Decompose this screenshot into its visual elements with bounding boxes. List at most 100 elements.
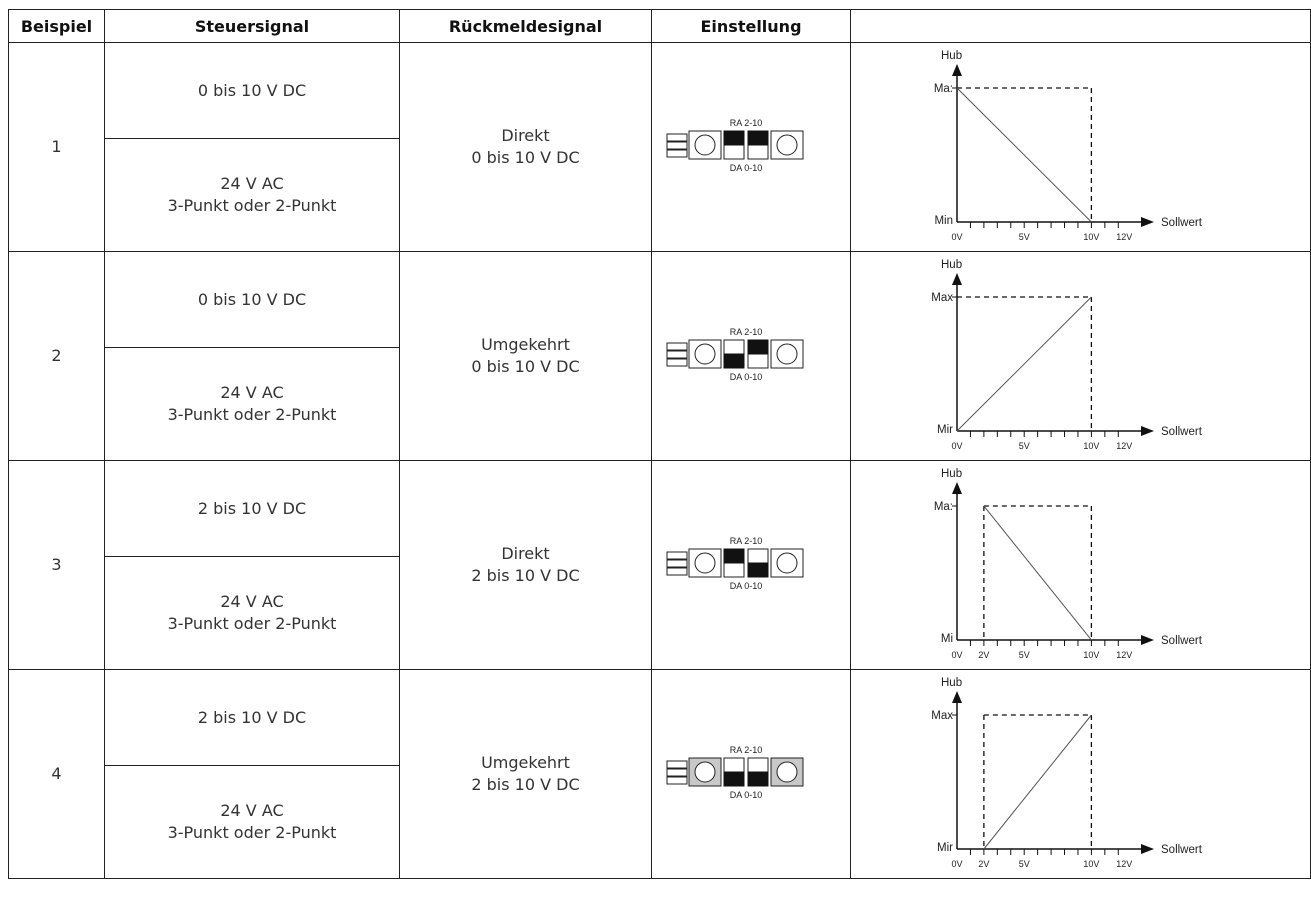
table-row: 24 V AC 3-Punkt oder 2-Punkt bbox=[9, 765, 1311, 879]
terminal-pin-icon bbox=[666, 342, 688, 351]
stroke-chart: Hub Sollwert Max Mir 0V 2V 5V 10V 12V bbox=[931, 677, 1202, 869]
y-axis-arrow-icon bbox=[952, 482, 962, 494]
switch-lever bbox=[747, 339, 769, 355]
table-row: 24 V AC 3-Punkt oder 2-Punkt bbox=[9, 347, 1311, 461]
x-axis-label: Sollwert bbox=[1161, 217, 1203, 229]
switch-label-bottom: DA 0-10 bbox=[730, 372, 763, 382]
y-tick-label-max: Max bbox=[931, 292, 953, 304]
switch-lever bbox=[747, 771, 769, 787]
feedback-signal: Direkt 2 bis 10 V DC bbox=[399, 460, 652, 670]
terminal-pin-icon bbox=[666, 133, 688, 142]
switch-lever bbox=[747, 562, 769, 578]
y-tick-label-min: Mir bbox=[937, 842, 953, 854]
dip-switch-diagram: RA 2-10 DA 0-10 bbox=[666, 745, 804, 800]
header-example: Beispiel bbox=[8, 9, 105, 43]
dip-switch-1 bbox=[723, 757, 745, 787]
x-tick-label: 10V bbox=[1083, 650, 1099, 660]
potentiometer-knob-icon bbox=[776, 343, 798, 365]
switch-label-top: RA 2-10 bbox=[730, 327, 763, 337]
y-tick-label-max: Ma: bbox=[934, 501, 953, 513]
x-axis-arrow-icon bbox=[1141, 844, 1154, 854]
switch-setting: RA 2-10 DA 0-10 bbox=[651, 669, 851, 879]
example-number: 4 bbox=[8, 669, 105, 879]
header-feedback-signal: Rückmeldesignal bbox=[399, 9, 652, 43]
switch-lever bbox=[723, 130, 745, 146]
y-tick-label-min: Mir bbox=[937, 424, 953, 436]
switch-lever bbox=[723, 353, 745, 369]
x-axis-arrow-icon bbox=[1141, 635, 1154, 645]
x-tick-label: 0V bbox=[951, 859, 962, 869]
x-tick-label: 5V bbox=[1019, 650, 1030, 660]
control-signal-dc: 0 bis 10 V DC bbox=[104, 251, 400, 348]
header-setting: Einstellung bbox=[651, 9, 851, 43]
y-tick-label-max: Max bbox=[931, 710, 953, 722]
control-signal-ac: 24 V AC 3-Punkt oder 2-Punkt bbox=[104, 765, 400, 879]
terminal-pin-icon bbox=[666, 350, 688, 359]
stroke-chart: Hub Sollwert Ma: Min 0V 5V 10V 12V bbox=[934, 50, 1203, 242]
y-tick-label-min: Mi bbox=[941, 633, 953, 645]
potentiometer-knob-icon bbox=[776, 134, 798, 156]
y-axis-label: Hub bbox=[941, 468, 962, 480]
x-tick-label: 12V bbox=[1116, 441, 1132, 451]
terminal-pin-icon bbox=[666, 776, 688, 785]
switch-label-top: RA 2-10 bbox=[730, 745, 763, 755]
switch-lever bbox=[747, 130, 769, 146]
dip-switch-diagram: RA 2-10 DA 0-10 bbox=[666, 327, 804, 382]
terminal-pin-icon bbox=[666, 768, 688, 777]
x-axis-arrow-icon bbox=[1141, 217, 1154, 227]
control-signal-ac: 24 V AC 3-Punkt oder 2-Punkt bbox=[104, 556, 400, 670]
example-number: 1 bbox=[8, 42, 105, 252]
terminal-pin-icon bbox=[666, 358, 688, 367]
y-axis-label: Hub bbox=[941, 677, 962, 689]
control-signal-dc: 2 bis 10 V DC bbox=[104, 460, 400, 557]
potentiometer-knob-icon bbox=[694, 343, 716, 365]
stroke-chart: Hub Sollwert Max Mir 0V 5V 10V 12V bbox=[931, 259, 1202, 451]
x-tick-label: 0V bbox=[951, 441, 962, 451]
potentiometer-knob-icon bbox=[776, 761, 798, 783]
feedback-signal: Umgekehrt 2 bis 10 V DC bbox=[399, 669, 652, 879]
switch-label-bottom: DA 0-10 bbox=[730, 581, 763, 591]
terminal-pin-icon bbox=[666, 559, 688, 568]
stroke-chart-cell: Hub Sollwert Ma: Mi 0V 2V 5V 10V 12V bbox=[850, 460, 1311, 670]
stroke-chart-cell: Hub Sollwert Max Mir 0V 5V 10V 12V bbox=[850, 251, 1311, 461]
stroke-chart: Hub Sollwert Ma: Mi 0V 2V 5V 10V 12V bbox=[934, 468, 1203, 660]
potentiometer-knob-icon bbox=[776, 552, 798, 574]
stroke-chart-cell: Hub Sollwert Max Mir 0V 2V 5V 10V 12V bbox=[850, 669, 1311, 879]
switch-label-bottom: DA 0-10 bbox=[730, 163, 763, 173]
switch-setting: RA 2-10 DA 0-10 bbox=[651, 42, 851, 252]
header-row: Beispiel Steuersignal Rückmeldesignal Ei… bbox=[8, 9, 1311, 43]
y-axis-arrow-icon bbox=[952, 273, 962, 285]
feedback-signal: Direkt 0 bis 10 V DC bbox=[399, 42, 652, 252]
settings-table: Beispiel Steuersignal Rückmeldesignal Ei… bbox=[8, 9, 1311, 879]
control-signal-ac: 24 V AC 3-Punkt oder 2-Punkt bbox=[104, 347, 400, 461]
stroke-series-line bbox=[983, 714, 1092, 850]
dip-switch-diagram: RA 2-10 DA 0-10 bbox=[666, 536, 804, 591]
potentiometer-knob-icon bbox=[694, 134, 716, 156]
terminal-pin-icon bbox=[666, 567, 688, 576]
y-axis-arrow-icon bbox=[952, 64, 962, 76]
stroke-series-line bbox=[983, 505, 1092, 641]
x-tick-label: 10V bbox=[1083, 859, 1099, 869]
switch-setting: RA 2-10 DA 0-10 bbox=[651, 460, 851, 670]
stroke-chart-cell: Hub Sollwert Ma: Min 0V 5V 10V 12V bbox=[850, 42, 1311, 252]
x-tick-label: 10V bbox=[1083, 441, 1099, 451]
switch-label-top: RA 2-10 bbox=[730, 536, 763, 546]
header-diagram bbox=[850, 9, 1311, 43]
switch-label-bottom: DA 0-10 bbox=[730, 790, 763, 800]
x-tick-label: 5V bbox=[1019, 441, 1030, 451]
dip-switch-2 bbox=[747, 548, 769, 578]
switch-lever bbox=[723, 771, 745, 787]
dip-switch-1 bbox=[723, 548, 745, 578]
x-tick-label: 0V bbox=[951, 232, 962, 242]
dip-switch-2 bbox=[747, 339, 769, 369]
feedback-signal: Umgekehrt 0 bis 10 V DC bbox=[399, 251, 652, 461]
y-axis-label: Hub bbox=[941, 259, 962, 271]
y-axis-arrow-icon bbox=[952, 691, 962, 703]
x-axis-arrow-icon bbox=[1141, 426, 1154, 436]
dip-switch-1 bbox=[723, 130, 745, 160]
dip-switch-2 bbox=[747, 757, 769, 787]
